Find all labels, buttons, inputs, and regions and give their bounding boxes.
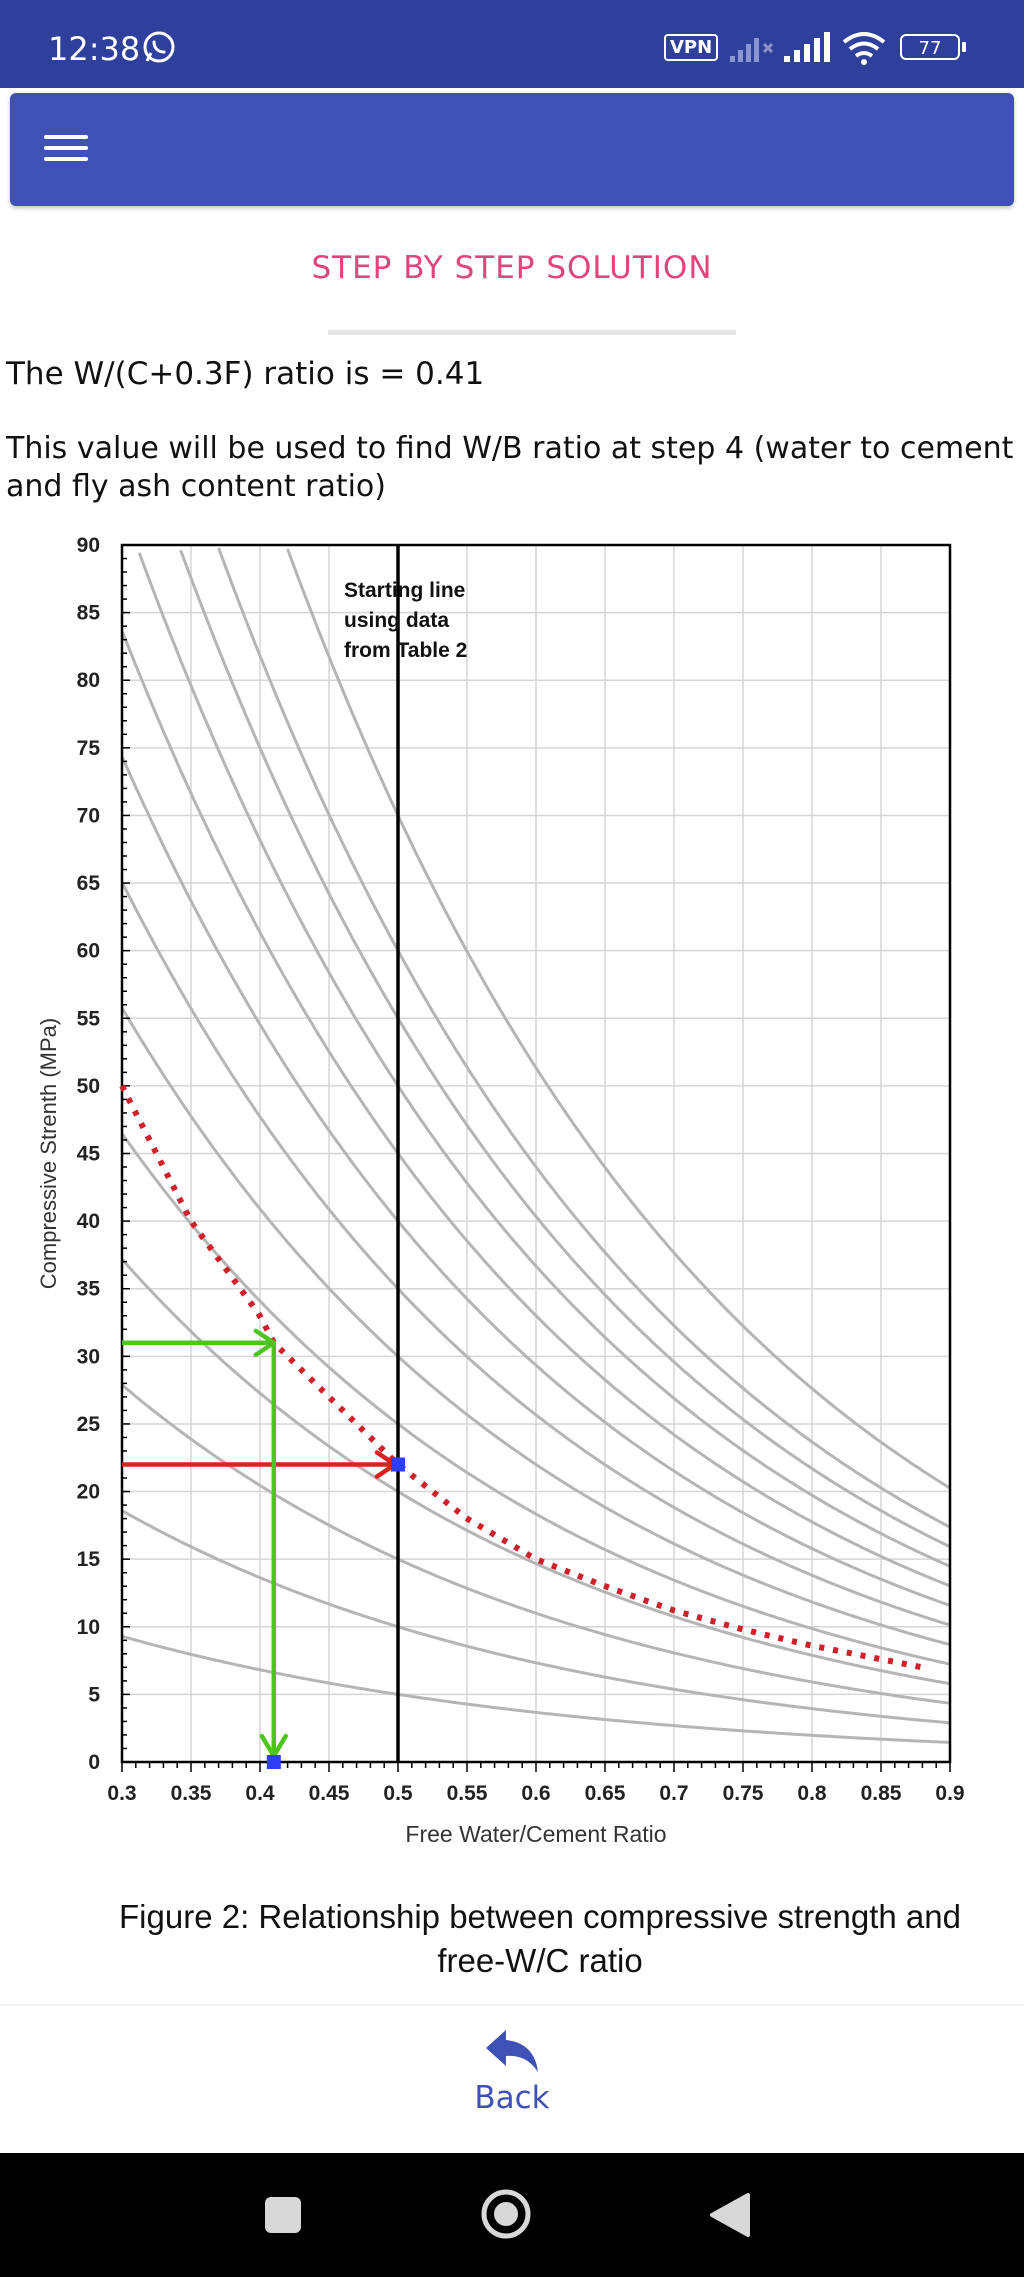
y-tick-label: 40 bbox=[77, 1210, 100, 1233]
y-tick-label: 75 bbox=[77, 737, 101, 760]
y-tick-label: 35 bbox=[77, 1278, 101, 1301]
recents-square-icon[interactable] bbox=[265, 2197, 301, 2233]
marker-point bbox=[266, 1755, 281, 1769]
x-tick-label: 0.7 bbox=[659, 1782, 688, 1805]
x-axis-title: Free Water/Cement Ratio bbox=[405, 1821, 666, 1847]
x-tick-label: 0.35 bbox=[171, 1782, 212, 1805]
system-nav-bar bbox=[0, 2153, 1024, 2277]
figure-caption: Figure 2: Relationship between compressi… bbox=[100, 1895, 980, 1983]
y-tick-label: 90 bbox=[77, 534, 100, 557]
x-tick-label: 0.4 bbox=[245, 1782, 275, 1805]
strength-curve bbox=[121, 1509, 951, 1725]
wifi-icon bbox=[842, 30, 886, 70]
strength-curve bbox=[120, 1132, 951, 1666]
y-tick-label: 10 bbox=[77, 1616, 100, 1639]
status-time: 12:38 bbox=[48, 30, 141, 68]
home-circle-icon[interactable] bbox=[480, 2188, 532, 2240]
signal-icon bbox=[728, 30, 776, 70]
heading-divider bbox=[328, 330, 736, 335]
x-tick-label: 0.3 bbox=[107, 1782, 136, 1805]
back-label: Back bbox=[474, 2080, 550, 2116]
strength-curve bbox=[120, 755, 951, 1607]
green-arrow-head bbox=[253, 1328, 277, 1358]
y-tick-label: 70 bbox=[77, 804, 100, 827]
y-tick-label: 60 bbox=[77, 940, 100, 963]
result-text: The W/(C+0.3F) ratio is = 0.41 bbox=[6, 356, 485, 392]
strength-curve bbox=[137, 552, 951, 1568]
starting-line-annotation: Starting line bbox=[344, 579, 465, 602]
x-tick-label: 0.45 bbox=[309, 1782, 350, 1805]
y-tick-label: 55 bbox=[77, 1007, 101, 1030]
whatsapp-icon bbox=[142, 30, 176, 68]
strength-curve bbox=[121, 1634, 951, 1744]
strength-curve bbox=[217, 547, 951, 1529]
y-axis-title: Compressive Strenth (MPa) bbox=[36, 1018, 61, 1289]
marker-point bbox=[391, 1457, 405, 1472]
menu-icon[interactable] bbox=[44, 135, 88, 167]
bottom-divider bbox=[0, 2004, 1024, 2006]
strength-curve bbox=[121, 1383, 951, 1705]
y-tick-label: 85 bbox=[77, 602, 101, 625]
strength-curve bbox=[120, 1007, 951, 1647]
y-tick-label: 5 bbox=[88, 1683, 100, 1706]
caption-line-2: free-W/C ratio bbox=[437, 1942, 643, 1979]
x-tick-label: 0.5 bbox=[383, 1782, 413, 1805]
y-tick-label: 80 bbox=[77, 669, 100, 692]
strength-curve bbox=[120, 881, 951, 1627]
signal-strength-icon bbox=[782, 30, 832, 70]
page-heading: STEP BY STEP SOLUTION bbox=[311, 250, 713, 286]
x-tick-label: 0.8 bbox=[797, 1782, 827, 1805]
y-tick-label: 50 bbox=[77, 1075, 100, 1098]
y-tick-label: 15 bbox=[77, 1548, 101, 1571]
y-tick-label: 25 bbox=[77, 1413, 101, 1436]
chart-labels: Starting line using data from Table 2 Free … bbox=[36, 579, 667, 1847]
y-tick-label: 45 bbox=[77, 1143, 101, 1166]
strength-curve bbox=[179, 549, 951, 1549]
chart-ticks: 0 5 10 15 20 25 30 35 40 45 50 55 60 65 70 75 80 85 90 0.3 0… bbox=[77, 534, 965, 1805]
chart-curves bbox=[120, 547, 951, 1744]
y-tick-label: 30 bbox=[77, 1345, 100, 1368]
reply-arrow-icon bbox=[486, 2030, 538, 2072]
x-tick-label: 0.6 bbox=[521, 1782, 550, 1805]
x-tick-label: 0.85 bbox=[861, 1782, 902, 1805]
x-tick-label: 0.75 bbox=[723, 1782, 764, 1805]
back-button[interactable]: Back bbox=[450, 2028, 574, 2138]
caption-line-1: Figure 2: Relationship between compressi… bbox=[119, 1898, 961, 1935]
starting-line-annotation: using data bbox=[344, 609, 449, 632]
y-tick-label: 20 bbox=[77, 1481, 100, 1504]
x-tick-label: 0.65 bbox=[585, 1782, 626, 1805]
x-tick-label: 0.9 bbox=[935, 1782, 964, 1805]
x-tick-label: 0.55 bbox=[447, 1782, 488, 1805]
starting-line-annotation: from Table 2 bbox=[344, 639, 467, 662]
strength-curve bbox=[120, 1258, 951, 1686]
note-text: This value will be used to find W/B rati… bbox=[6, 431, 1014, 504]
app-bar bbox=[10, 93, 1014, 206]
chart-overlays bbox=[119, 545, 923, 1769]
y-tick-label: 65 bbox=[77, 872, 101, 895]
compressive-strength-chart: 0 5 10 15 20 25 30 35 40 45 50 55 60 65 70 75 80 85 90 0.3 0… bbox=[36, 534, 965, 1847]
strength-curve bbox=[120, 630, 951, 1588]
back-triangle-icon[interactable] bbox=[708, 2191, 750, 2239]
y-tick-label: 0 bbox=[88, 1751, 100, 1774]
battery-icon: 77 bbox=[900, 34, 960, 60]
status-bar: 12:38 VPN 77 bbox=[0, 0, 1024, 88]
vpn-badge: VPN bbox=[664, 34, 719, 61]
battery-tip bbox=[962, 42, 966, 52]
